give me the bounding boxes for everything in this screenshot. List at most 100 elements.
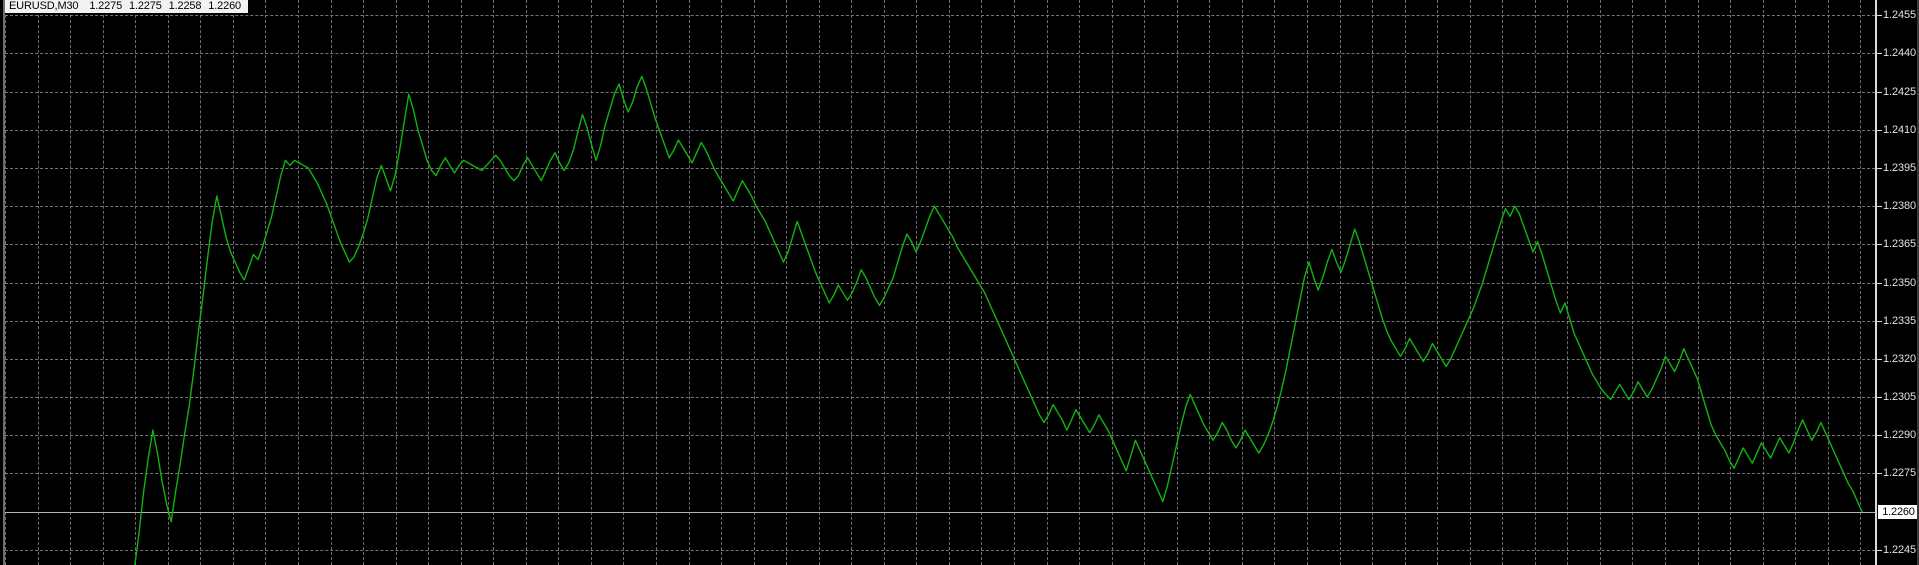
gridline-horizontal: [5, 549, 1875, 551]
gridline-horizontal: [5, 435, 1875, 437]
gridline-horizontal: [5, 397, 1875, 399]
gridline-vertical: [1502, 0, 1503, 565]
price-tick-mark: [1877, 358, 1882, 360]
gridline-vertical: [851, 0, 852, 565]
gridline-vertical: [1079, 0, 1080, 565]
gridline-vertical: [1144, 0, 1145, 565]
gridline-vertical: [103, 0, 104, 565]
price-tick-label: 1.2335: [1883, 314, 1917, 327]
ohlc-low: 1.2258: [168, 0, 202, 12]
gridline-vertical: [949, 0, 950, 565]
gridline-vertical: [1698, 0, 1699, 565]
gridline-vertical: [1047, 0, 1048, 565]
price-tick-label: 1.2245: [1883, 543, 1917, 556]
gridline-horizontal: [5, 53, 1875, 55]
gridline-vertical: [981, 0, 982, 565]
price-tick-mark: [1877, 91, 1882, 93]
gridline-vertical: [1274, 0, 1275, 565]
price-scale-axis[interactable]: 1.2455 1.2440 1.2425 1.2410 1.2395 1.2380 1.23…: [1877, 0, 1919, 565]
price-tick-mark: [1877, 53, 1882, 55]
window-right-edge: [1917, 0, 1919, 565]
gridline-vertical: [1405, 0, 1406, 565]
price-tick-label: 1.2395: [1883, 161, 1917, 174]
price-tick-mark: [1877, 15, 1882, 17]
gridline-vertical: [1437, 0, 1438, 565]
price-tick-label: 1.2290: [1883, 429, 1917, 442]
gridline-vertical: [623, 0, 624, 565]
price-line-series: [134, 75, 1863, 565]
price-tick-label: 1.2365: [1883, 238, 1917, 251]
gridline-vertical: [1632, 0, 1633, 565]
plot-right-border: [1875, 0, 1877, 565]
gridline-vertical: [1307, 0, 1308, 565]
gridline-vertical: [38, 0, 39, 565]
gridline-horizontal: [5, 473, 1875, 475]
gridline-vertical: [884, 0, 885, 565]
gridline-vertical: [754, 0, 755, 565]
gridline-vertical: [1860, 0, 1861, 565]
symbol-label: EURUSD,M30: [9, 0, 79, 12]
gridline-vertical: [558, 0, 559, 565]
price-tick-mark: [1877, 167, 1882, 169]
gridline-vertical: [591, 0, 592, 565]
price-tick-label: 1.2425: [1883, 85, 1917, 98]
gridline-vertical: [1567, 0, 1568, 565]
price-line-path: [134, 75, 1863, 565]
gridline-horizontal: [5, 91, 1875, 93]
gridline-horizontal: [5, 129, 1875, 131]
gridline-vertical: [689, 0, 690, 565]
bid-price-line: [5, 511, 1877, 513]
price-tick-mark: [1877, 397, 1882, 399]
gridline-vertical: [5, 0, 6, 565]
price-tick-label: 1.2455: [1883, 9, 1917, 22]
gridline-horizontal: [5, 167, 1875, 169]
gridline-vertical: [656, 0, 657, 565]
gridline-vertical: [1535, 0, 1536, 565]
gridline-vertical: [135, 0, 136, 565]
gridline-vertical: [1014, 0, 1015, 565]
gridline-vertical: [1340, 0, 1341, 565]
gridline-vertical: [1730, 0, 1731, 565]
symbol-header: EURUSD,M30 1.2275 1.2275 1.2258 1.2260: [5, 0, 249, 13]
gridline-vertical: [1600, 0, 1601, 565]
price-tick-label: 1.2350: [1883, 276, 1917, 289]
gridline-vertical: [916, 0, 917, 565]
gridline-horizontal: [5, 320, 1875, 322]
price-tick-mark: [1877, 129, 1882, 131]
gridline-vertical: [298, 0, 299, 565]
gridline-vertical: [1665, 0, 1666, 565]
gridline-vertical: [721, 0, 722, 565]
gridline-vertical: [363, 0, 364, 565]
gridline-vertical: [1372, 0, 1373, 565]
gridline-vertical: [265, 0, 266, 565]
gridline-vertical: [428, 0, 429, 565]
gridline-vertical: [200, 0, 201, 565]
gridline-horizontal: [5, 15, 1875, 17]
price-tick-label: 1.2305: [1883, 391, 1917, 404]
plot-left-border: [3, 0, 5, 565]
gridline-vertical: [331, 0, 332, 565]
gridline-vertical: [461, 0, 462, 565]
price-tick-mark: [1877, 473, 1882, 475]
gridline-vertical: [1470, 0, 1471, 565]
gridline-horizontal: [5, 282, 1875, 284]
gridline-vertical: [786, 0, 787, 565]
gridline-vertical: [1209, 0, 1210, 565]
price-tick-label: 1.2440: [1883, 47, 1917, 60]
price-tick-mark: [1877, 435, 1882, 437]
gridline-vertical: [1177, 0, 1178, 565]
ohlc-values: 1.2275 1.2275 1.2258 1.2260: [89, 0, 245, 12]
gridline-horizontal: [5, 244, 1875, 246]
gridline-horizontal: [5, 358, 1875, 360]
gridline-vertical: [70, 0, 71, 565]
ohlc-high: 1.2275: [128, 0, 162, 12]
price-tick-label: 1.2320: [1883, 352, 1917, 365]
gridline-vertical: [168, 0, 169, 565]
gridline-vertical: [1763, 0, 1764, 565]
gridline-vertical: [396, 0, 397, 565]
ohlc-open: 1.2275: [89, 0, 123, 12]
price-tick-label: 1.2380: [1883, 200, 1917, 213]
chart-plot-area[interactable]: [0, 0, 1877, 565]
price-tick-label: 1.2410: [1883, 123, 1917, 136]
